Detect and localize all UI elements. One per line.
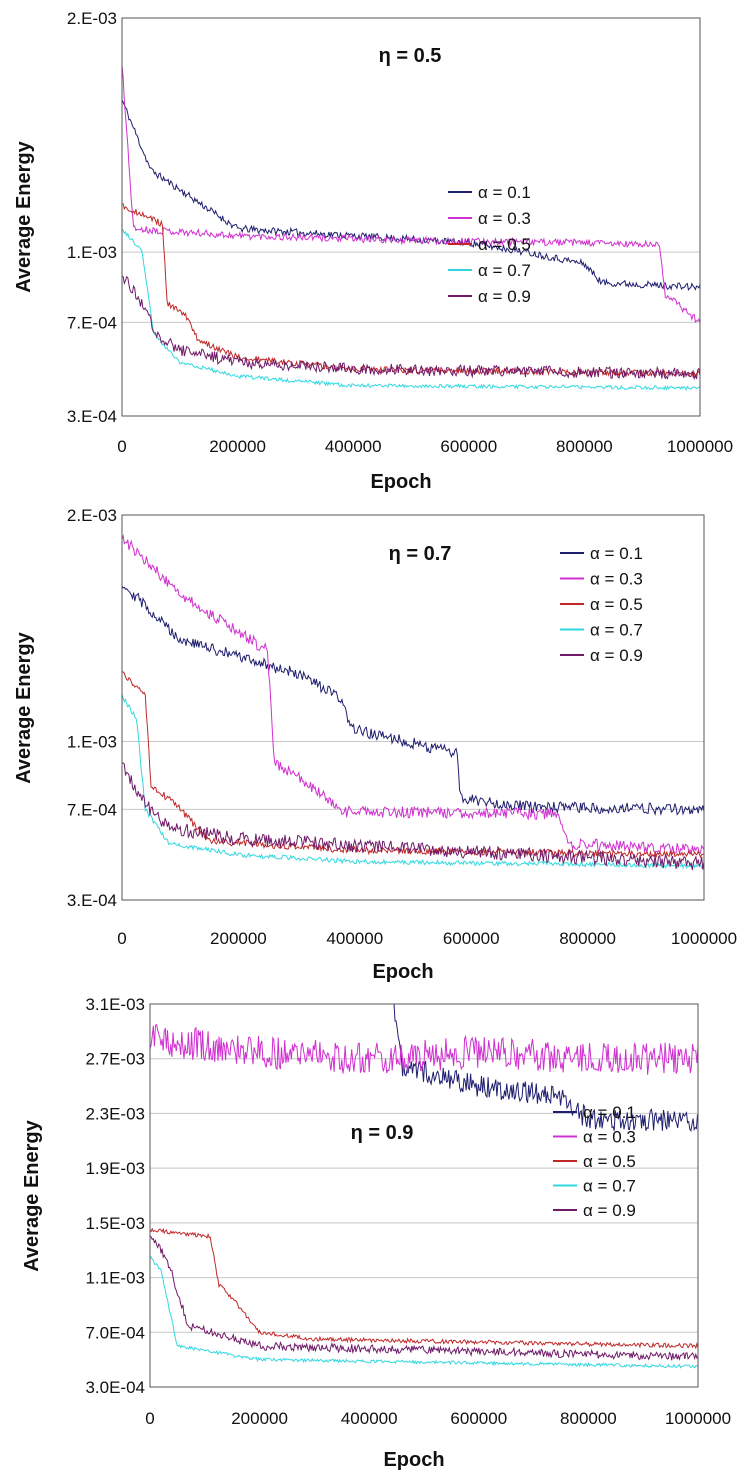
legend-entry: α = 0.5 xyxy=(590,595,643,614)
y-tick-label: 3.E-04 xyxy=(67,407,117,426)
y-tick-label: 1.1E-03 xyxy=(85,1269,145,1288)
plot-area-frame xyxy=(121,514,705,901)
x-axis-label: Epoch xyxy=(383,1449,444,1471)
chart-panel-1: 3.E-04 7.E-04 1.E-03 2.E-03 0 200000 400000 600… xyxy=(13,9,733,493)
x-tick-label: 600000 xyxy=(450,1409,507,1428)
y-tick-label: 2.E-03 xyxy=(67,9,117,28)
y-tick-label: 1.5E-03 xyxy=(85,1214,145,1233)
series-line-3 xyxy=(122,203,700,379)
series-line-2 xyxy=(150,1023,698,1075)
y-tick-label: 1.9E-03 xyxy=(85,1159,145,1178)
legend-entry: α = 0.9 xyxy=(478,287,531,306)
x-tick-label: 200000 xyxy=(231,1409,288,1428)
series-line-4 xyxy=(122,693,704,870)
series-line-2 xyxy=(122,534,704,855)
y-tick-label: 3.E-04 xyxy=(67,891,117,910)
series-group xyxy=(150,1004,698,1369)
plot-area-frame xyxy=(149,1003,699,1388)
y-axis-label: Average Energy xyxy=(13,140,35,292)
legend-entry: α = 0.3 xyxy=(590,570,643,589)
y-tick-label: 2.3E-03 xyxy=(85,1104,145,1123)
series-line-5 xyxy=(150,1235,698,1361)
y-tick-label: 3.1E-03 xyxy=(85,995,145,1014)
y-tick-label: 2.E-03 xyxy=(67,506,117,525)
x-tick-label: 800000 xyxy=(559,929,616,948)
series-line-5 xyxy=(122,762,704,871)
chart-title: η = 0.9 xyxy=(351,1122,414,1144)
series-line-5 xyxy=(122,275,700,381)
x-tick-label: 600000 xyxy=(440,437,497,456)
x-tick-label: 0 xyxy=(117,437,126,456)
y-tick-label: 3.0E-04 xyxy=(85,1378,145,1397)
series-line-1 xyxy=(393,1004,698,1132)
y-axis-label: Average Energy xyxy=(21,1119,43,1271)
y-tick-label: 7.E-04 xyxy=(67,800,117,819)
x-tick-label: 1000000 xyxy=(667,437,733,456)
series-line-1 xyxy=(122,99,700,291)
x-tick-label: 0 xyxy=(117,929,126,948)
series-group xyxy=(122,534,704,871)
legend-entry: α = 0.7 xyxy=(478,261,531,280)
chart-panel-3: 3.0E-04 7.0E-04 1.1E-03 1.5E-03 1.9E-03 2.3E-… xyxy=(21,995,731,1471)
legend-entry: α = 0.1 xyxy=(590,544,643,563)
x-axis-label: Epoch xyxy=(370,471,431,493)
plot-area-frame xyxy=(121,17,701,417)
series-group xyxy=(122,65,700,391)
legend: α = 0.1 α = 0.3 α = 0.5 α = 0.7 α = 0.9 xyxy=(553,1103,636,1220)
chart-title: η = 0.5 xyxy=(379,45,442,67)
x-tick-label: 800000 xyxy=(556,437,613,456)
x-tick-label: 800000 xyxy=(560,1409,617,1428)
x-tick-label: 400000 xyxy=(341,1409,398,1428)
legend-entry: α = 0.5 xyxy=(583,1152,636,1171)
y-tick-label: 7.0E-04 xyxy=(85,1323,145,1342)
legend-entry: α = 0.1 xyxy=(583,1103,636,1122)
y-tick-label: 7.E-04 xyxy=(67,313,117,332)
legend: α = 0.1 α = 0.3 α = 0.5 α = 0.7 α = 0.9 xyxy=(448,183,531,306)
x-tick-label: 200000 xyxy=(210,929,267,948)
chart-title: η = 0.7 xyxy=(389,543,452,565)
x-axis-label: Epoch xyxy=(372,961,433,983)
legend-entry: α = 0.9 xyxy=(583,1201,636,1220)
legend-entry: α = 0.3 xyxy=(583,1128,636,1147)
x-tick-label: 400000 xyxy=(326,929,383,948)
x-tick-label: 1000000 xyxy=(665,1409,731,1428)
series-line-4 xyxy=(122,228,700,391)
series-line-1 xyxy=(122,585,704,817)
legend-entry: α = 0.7 xyxy=(590,621,643,640)
legend-entry: α = 0.9 xyxy=(590,646,643,665)
y-tick-label: 1.E-03 xyxy=(67,243,117,262)
series-line-3 xyxy=(150,1227,698,1350)
legend: α = 0.1 α = 0.3 α = 0.5 α = 0.7 α = 0.9 xyxy=(560,544,643,665)
legend-entry: α = 0.3 xyxy=(478,209,531,228)
legend-entry: α = 0.1 xyxy=(478,183,531,202)
y-axis-label: Average Energy xyxy=(13,631,35,783)
chart-panel-2: 3.E-04 7.E-04 1.E-03 2.E-03 0 200000 400000 600… xyxy=(13,506,737,983)
x-tick-label: 0 xyxy=(145,1409,154,1428)
legend-entry: α = 0.5 xyxy=(478,235,531,254)
x-tick-label: 600000 xyxy=(443,929,500,948)
y-tick-label: 2.7E-03 xyxy=(85,1050,145,1069)
x-tick-label: 200000 xyxy=(209,437,266,456)
series-line-3 xyxy=(122,671,704,859)
x-tick-label: 400000 xyxy=(325,437,382,456)
series-line-2 xyxy=(122,65,700,324)
legend-entry: α = 0.7 xyxy=(583,1177,636,1196)
x-tick-label: 1000000 xyxy=(671,929,737,948)
series-line-4 xyxy=(150,1255,698,1369)
y-tick-label: 1.E-03 xyxy=(67,732,117,751)
